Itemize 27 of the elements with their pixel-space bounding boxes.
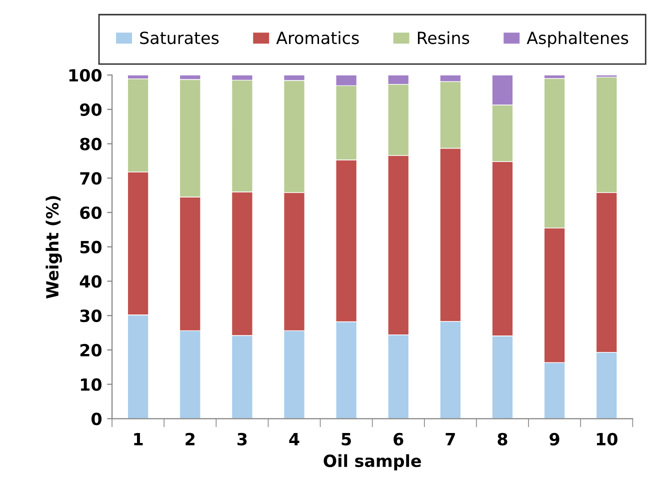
y-tick-label: 0 — [92, 412, 102, 426]
y-tick-label: 70 — [80, 172, 102, 185]
y-axis-title: Weight (%) — [46, 196, 62, 298]
legend-label: Saturates — [140, 32, 219, 44]
x-axis-title: Oil sample — [324, 454, 421, 470]
y-tick-label: 90 — [80, 103, 102, 116]
y-tick-label: 50 — [80, 240, 102, 254]
x-tick-label: 5 — [342, 433, 351, 446]
legend-label: Resins — [418, 31, 470, 44]
x-tick-label: 6 — [394, 432, 404, 446]
x-tick-label: 2 — [186, 432, 194, 446]
y-tick-label: 30 — [80, 310, 102, 322]
x-tick-label: 10 — [596, 432, 618, 446]
y-tick-label: 60 — [80, 206, 102, 220]
x-tick-label: 4 — [289, 433, 300, 446]
y-tick-label: 80 — [80, 138, 102, 150]
y-tick-label: 20 — [80, 344, 102, 356]
legend-label: Aromatics — [276, 31, 359, 44]
x-tick-label: 3 — [238, 432, 247, 446]
y-tick-label: 10 — [80, 378, 102, 391]
y-tick-label: 40 — [80, 275, 102, 288]
legend-label: Asphaltenes — [526, 31, 628, 48]
x-tick-label: 1 — [134, 433, 143, 446]
y-tick-label: 100 — [69, 68, 102, 82]
x-tick-label: 7 — [446, 433, 455, 446]
x-tick-label: 9 — [550, 432, 560, 446]
x-tick-label: 8 — [498, 432, 508, 446]
